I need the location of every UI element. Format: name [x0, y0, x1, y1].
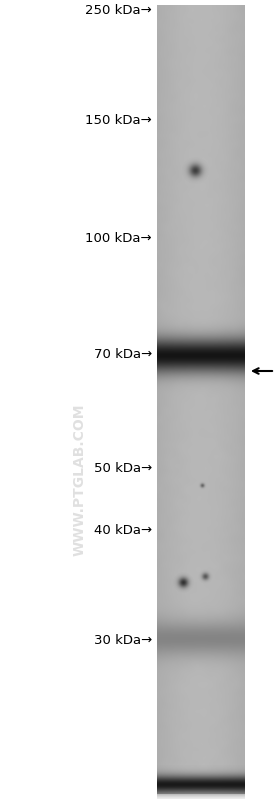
- Text: 40 kDa→: 40 kDa→: [94, 523, 152, 536]
- Text: 70 kDa→: 70 kDa→: [94, 348, 152, 361]
- Text: 30 kDa→: 30 kDa→: [94, 634, 152, 646]
- Text: 250 kDa→: 250 kDa→: [85, 3, 152, 17]
- Text: 100 kDa→: 100 kDa→: [85, 232, 152, 244]
- Text: 150 kDa→: 150 kDa→: [85, 113, 152, 126]
- Text: WWW.PTGLAB.COM: WWW.PTGLAB.COM: [73, 403, 87, 556]
- Text: 50 kDa→: 50 kDa→: [94, 463, 152, 475]
